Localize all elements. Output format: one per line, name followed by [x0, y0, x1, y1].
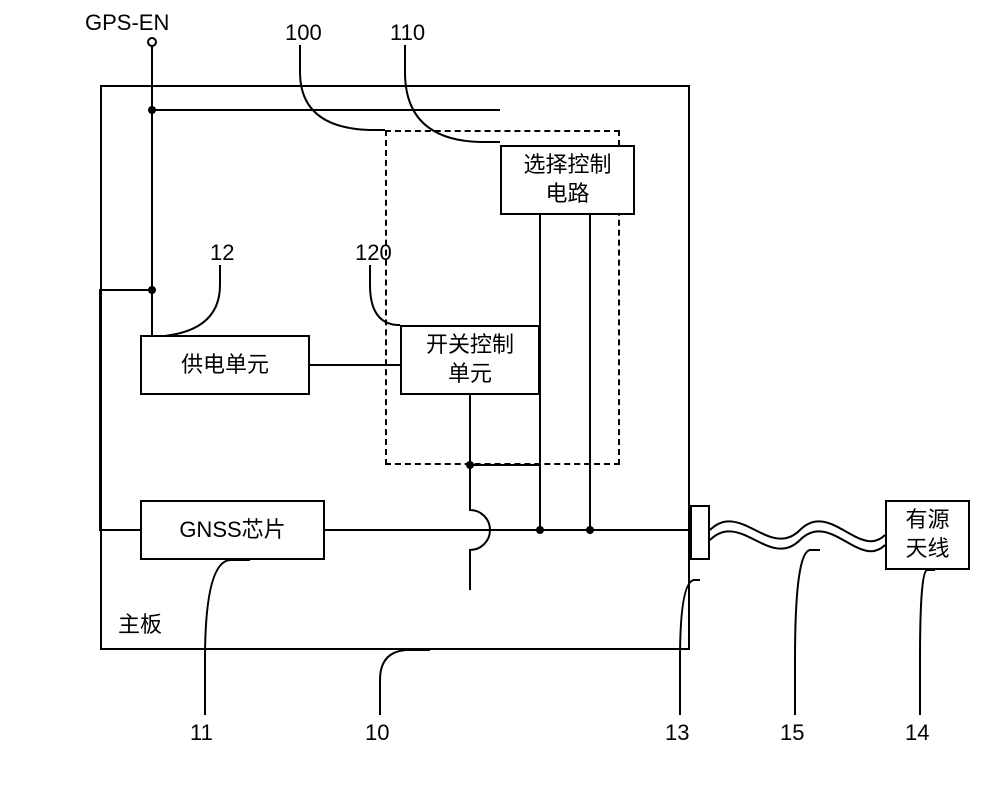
- ref-12-label: 12: [210, 240, 234, 266]
- ref-10-label: 10: [365, 720, 389, 746]
- antenna-label: 有源天线: [905, 506, 949, 563]
- ref-13-label: 13: [665, 720, 689, 746]
- switch-control-unit-box: 开关控制单元: [400, 325, 540, 395]
- connector-box: [690, 505, 710, 560]
- ref-14-label: 14: [905, 720, 929, 746]
- block-diagram: 主板 选择控制电路 供电单元 开关控制单元 GNSS芯片 有源天线 GPS-EN…: [0, 0, 1000, 786]
- ref-110-label: 110: [390, 20, 425, 46]
- mainboard-label: 主板: [102, 603, 178, 648]
- select-control-label: 选择控制电路: [523, 151, 611, 208]
- ref-15-label: 15: [780, 720, 804, 746]
- ref-100-label: 100: [285, 20, 322, 46]
- select-control-circuit-box: 选择控制电路: [500, 145, 635, 215]
- gps-en-label: GPS-EN: [85, 10, 169, 36]
- gnss-label: GNSS芯片: [179, 516, 285, 545]
- active-antenna-box: 有源天线: [885, 500, 970, 570]
- ref-11-label: 11: [190, 720, 213, 746]
- switch-control-label: 开关控制单元: [426, 331, 514, 388]
- power-unit-box: 供电单元: [140, 335, 310, 395]
- ref-120-label: 120: [355, 240, 392, 266]
- power-label: 供电单元: [181, 351, 269, 380]
- gnss-chip-box: GNSS芯片: [140, 500, 325, 560]
